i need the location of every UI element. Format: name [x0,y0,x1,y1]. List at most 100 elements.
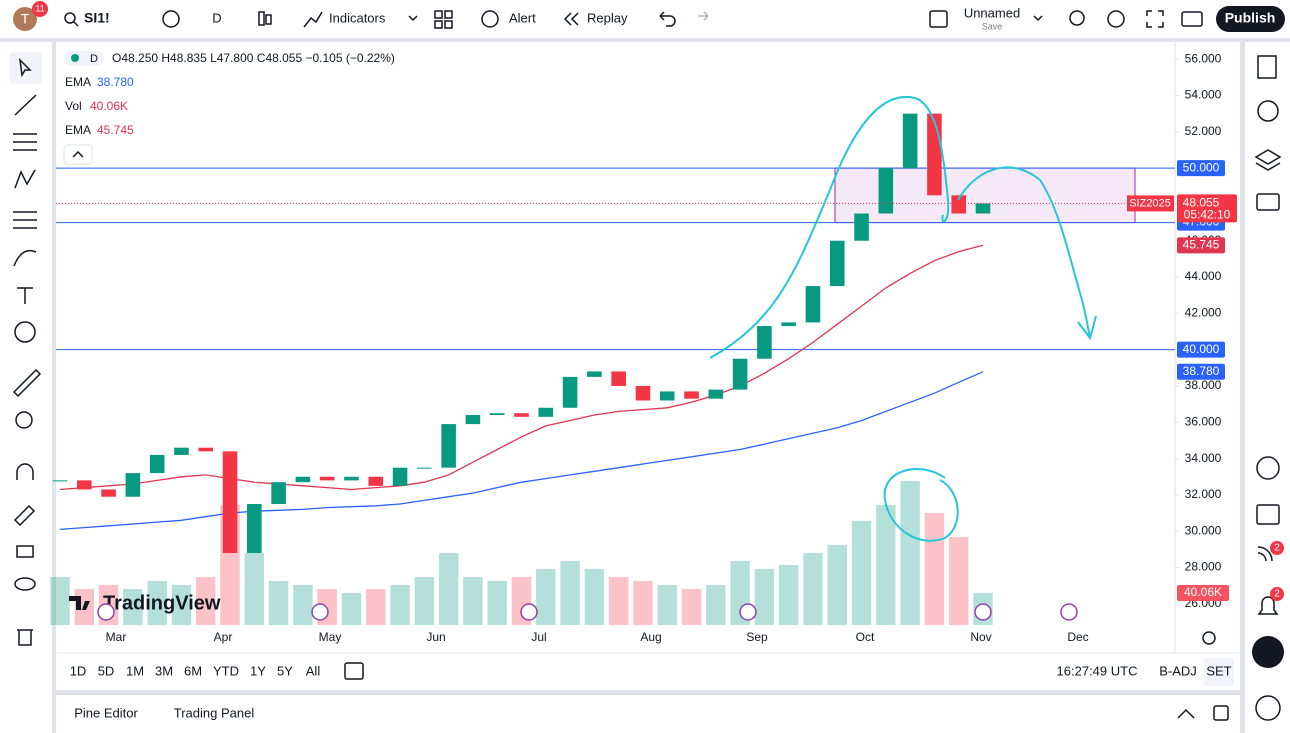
legend-value: 45.745 [97,123,134,137]
quick-search[interactable] [1069,10,1085,26]
fib-tool[interactable] [13,133,37,151]
dropdown[interactable] [408,15,418,22]
zoom-tool[interactable] [15,411,33,429]
indicators[interactable]: Indicators [329,10,386,25]
volume-tag-label: 40.06K [1184,585,1222,599]
event-marker[interactable] [739,603,757,621]
expand-panel[interactable] [1177,708,1195,719]
bottom-panel [56,695,1240,733]
range-button[interactable]: All [306,663,321,678]
range-button[interactable]: 3M [155,663,173,678]
candle-body [659,391,675,401]
data-window[interactable] [1254,149,1282,171]
price-tag [1177,160,1225,177]
replay[interactable]: Replay [587,10,628,25]
event-marker[interactable] [974,603,992,621]
cursor-tool[interactable] [10,52,42,84]
adjustment[interactable]: B-ADJ [1159,663,1197,678]
settings[interactable] [1107,10,1125,28]
range-button[interactable]: 5Y [277,663,293,678]
tab[interactable]: Pine Editor [74,705,138,720]
publish-button[interactable] [1216,6,1285,32]
interval[interactable]: D [212,10,221,25]
candle-body [271,482,286,504]
volume-bar [633,581,653,625]
maximize-panel[interactable] [1213,705,1229,721]
session-button[interactable] [1204,658,1234,686]
logo: TradingView [103,592,221,614]
watchlist[interactable] [1257,55,1277,79]
alert-icon [481,10,499,28]
x-tick-label: Jul [531,630,546,644]
range-button[interactable]: 5D [98,663,115,678]
calendar[interactable] [1256,504,1280,525]
pattern-tool[interactable] [14,169,36,189]
alert[interactable]: Alert [509,10,536,25]
alerts[interactable] [1257,100,1279,122]
lock-tool[interactable] [16,545,34,558]
text-tool[interactable] [17,287,33,304]
ruler-tool[interactable] [12,368,42,398]
add-symbol[interactable] [162,10,180,28]
apps[interactable] [1252,636,1284,668]
range-button[interactable]: 1D [70,663,87,678]
volume-bar [706,585,726,625]
fullscreen[interactable] [1146,10,1164,28]
range-button[interactable]: 1M [126,663,144,678]
layout-name[interactable]: Unnamed [964,5,1020,20]
candle-body [247,503,262,554]
symbol[interactable]: SI1! [84,10,110,26]
volume-bar [657,585,677,625]
candle-body [149,454,165,474]
help[interactable] [1255,695,1281,721]
volume-bar [560,561,580,625]
lock-draw-tool[interactable] [13,504,36,527]
save[interactable]: Save [982,21,1003,31]
y-tick-label: 44.000 [1185,269,1222,283]
legend-name: Vol [65,99,82,113]
price-tag [1177,341,1225,358]
chart-type-icon[interactable] [258,11,265,26]
magnet-tool[interactable] [16,463,34,480]
hide-tool[interactable] [14,577,36,591]
event-marker[interactable] [311,603,329,621]
hotlist[interactable] [1256,456,1280,480]
chats[interactable] [1256,193,1280,211]
status-dot [71,54,79,62]
collapse-icon [72,150,84,158]
range-button[interactable]: 6M [184,663,202,678]
collapse-legend[interactable] [63,144,93,165]
ema-tag [1177,237,1225,254]
layout-icon[interactable] [929,10,948,28]
date-range-icon[interactable] [344,662,364,680]
volume-bar [487,581,507,625]
range-button[interactable]: 1Y [250,663,266,678]
brush-tool[interactable] [13,249,37,267]
notifications[interactable] [1257,596,1279,615]
event-marker[interactable] [97,603,115,621]
candle-body [902,113,918,169]
undo[interactable] [659,11,676,27]
volume-bar [778,565,799,625]
volume-bar [754,569,775,625]
legend-value: 38.780 [97,75,134,89]
templates-icon[interactable] [434,10,443,19]
redo[interactable] [698,11,709,21]
snapshot[interactable] [1181,11,1203,27]
ema-line [59,244,984,491]
event-marker[interactable] [520,603,538,621]
trend-line-tool[interactable] [14,94,37,116]
remove-tool[interactable] [17,629,33,646]
axis-settings[interactable] [1202,631,1216,645]
volume-bar [123,589,143,625]
range-button[interactable]: YTD [213,663,239,678]
prediction-tool[interactable] [13,211,37,229]
event-marker[interactable] [1060,603,1078,621]
emoji-tool[interactable] [14,321,36,343]
news[interactable] [1257,546,1273,562]
search-icon [73,21,79,27]
dropdown[interactable] [1033,15,1043,22]
volume-bar [50,577,70,625]
avatar[interactable] [13,7,37,31]
tab[interactable]: Trading Panel [174,705,255,720]
